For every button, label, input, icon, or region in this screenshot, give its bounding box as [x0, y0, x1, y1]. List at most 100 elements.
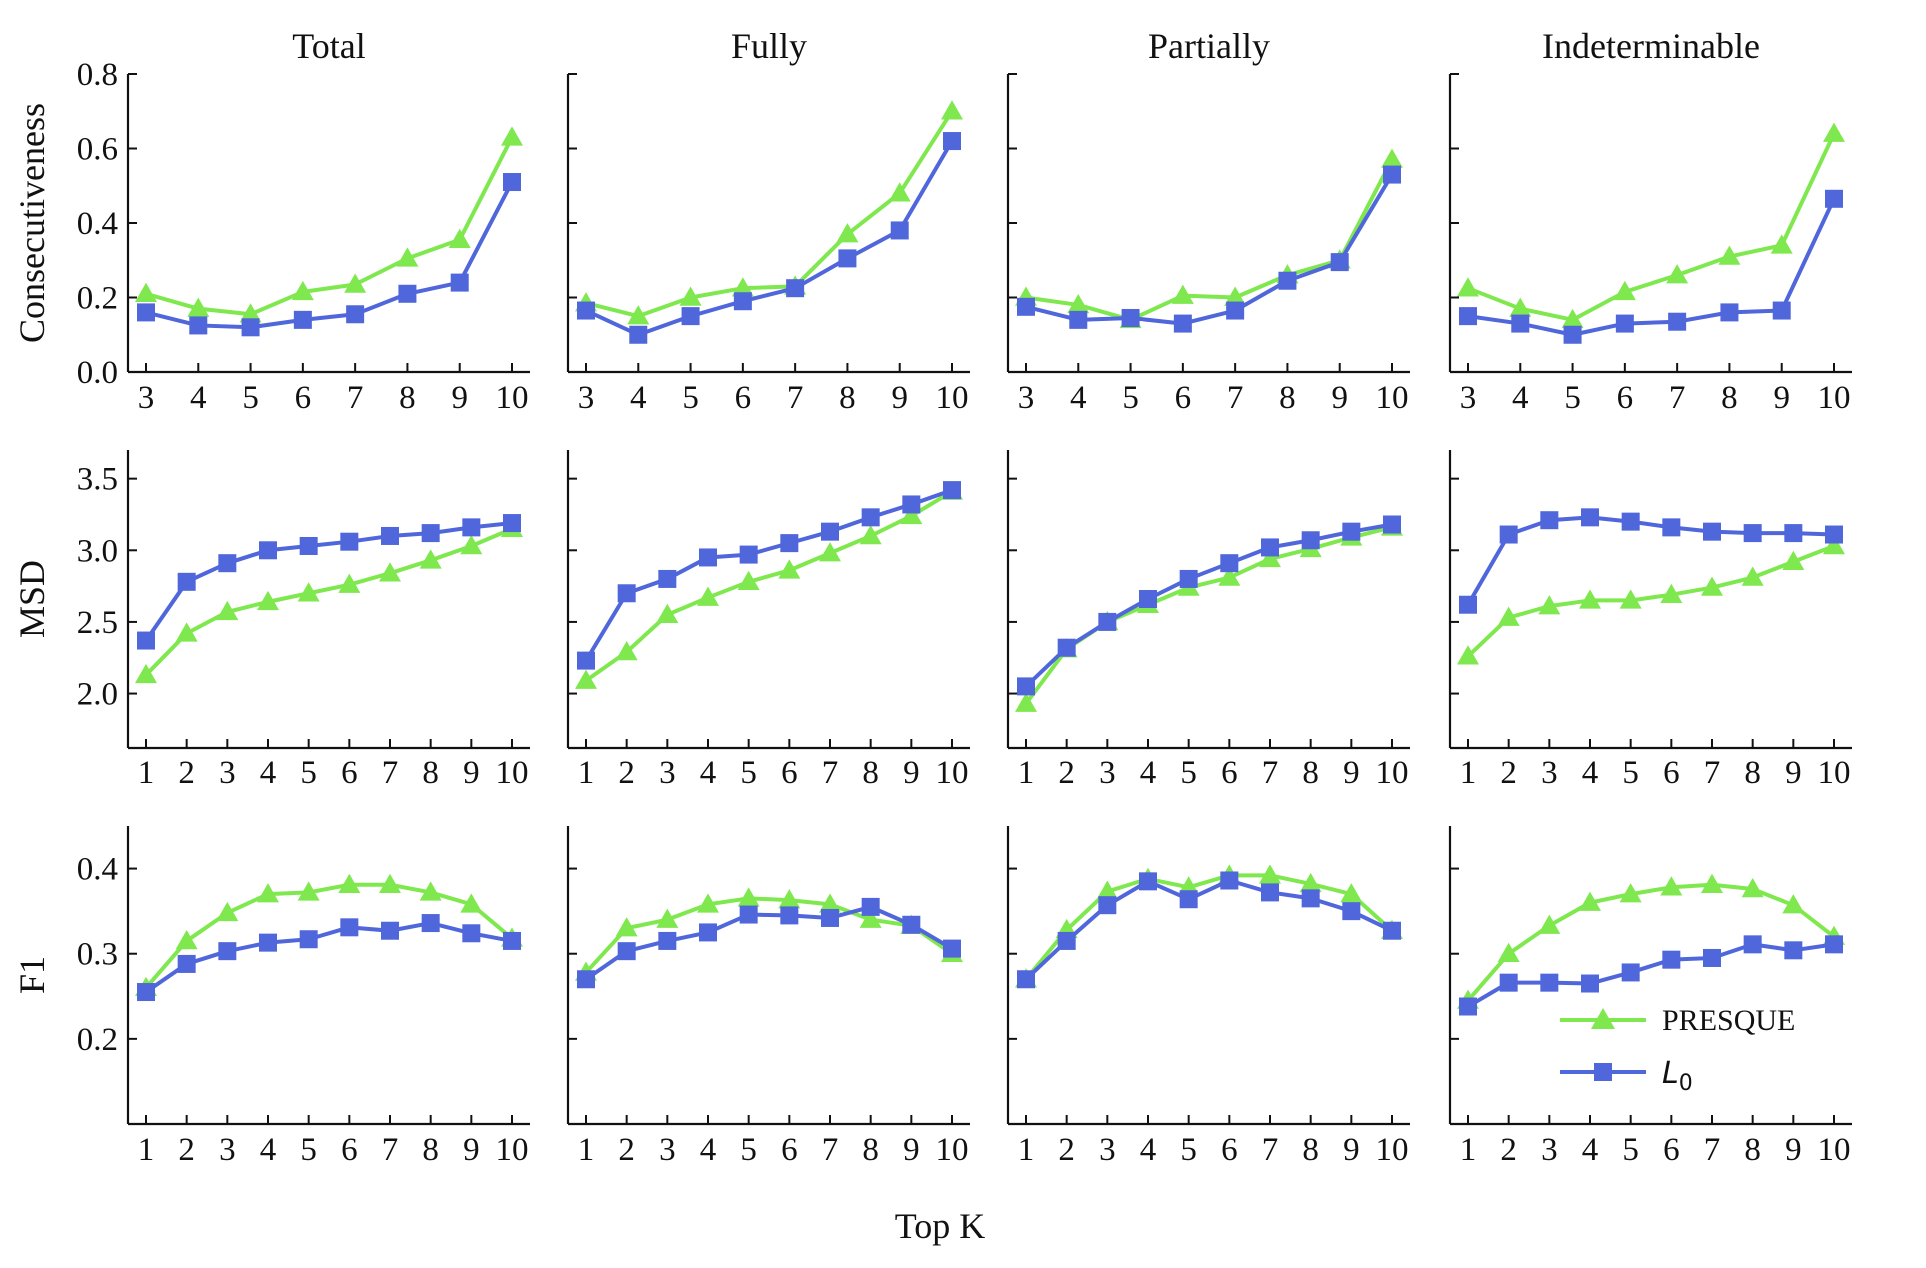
data-point-triangle: [575, 669, 597, 689]
data-point-square: [1278, 271, 1297, 290]
panel-f1-partially: 1 2 3 4 5 6 7 8 9 10: [1006, 826, 1410, 1168]
x-tick-label: 4: [630, 380, 647, 416]
x-tick-label: 9: [1773, 380, 1790, 416]
chart-panels: 0.00.20.40.60.83 4 5 6 7 8 9 10 3 4 5 6 7 8 9 10 3 4 5 6 7 8 9…: [77, 57, 1852, 1168]
data-point-square: [1621, 512, 1640, 531]
x-tick-label: 8: [1744, 1132, 1761, 1168]
data-point-square: [943, 939, 961, 958]
x-tick-label: 2: [178, 1132, 195, 1168]
data-point-triangle: [1770, 234, 1793, 254]
x-tick-label: 10: [1376, 755, 1409, 791]
x-tick-label: 5: [1622, 755, 1639, 791]
data-point-square: [1330, 253, 1349, 272]
data-point-triangle: [1579, 891, 1601, 911]
x-tick-label: 10: [496, 755, 529, 791]
data-point-square: [902, 915, 921, 934]
data-point-triangle: [1660, 876, 1683, 896]
data-point-triangle: [836, 223, 859, 243]
series-line: [144, 521, 513, 642]
data-point-triangle: [501, 126, 523, 146]
series-presque: [1015, 864, 1403, 988]
series-line: [1024, 873, 1394, 981]
data-point-triangle: [697, 586, 719, 606]
x-tick-label: 6: [1221, 1132, 1238, 1168]
data-point-square: [1017, 297, 1035, 316]
data-point-triangle: [1782, 894, 1805, 914]
data-point-triangle: [396, 247, 419, 267]
x-tick-label: 10: [936, 1132, 969, 1168]
data-point-triangle: [1538, 595, 1561, 615]
data-point-square: [902, 495, 921, 514]
x-tick-label: 7: [1262, 1132, 1279, 1168]
data-point-square: [1540, 511, 1559, 530]
x-tick-label: 8: [399, 380, 416, 416]
data-point-square: [503, 514, 521, 533]
series-line: [145, 136, 514, 317]
x-tick-label: 2: [618, 1132, 635, 1168]
series-line: [1466, 515, 1835, 606]
x-tick-label: 3: [1541, 1132, 1558, 1168]
data-point-triangle: [1823, 534, 1845, 555]
series-l0: [1459, 508, 1843, 614]
data-point-square: [259, 541, 277, 560]
data-point-triangle: [379, 562, 401, 582]
data-point-square: [617, 584, 636, 603]
data-point-triangle: [778, 559, 801, 579]
data-point-triangle: [135, 663, 157, 684]
y-tick-label: 0.0: [77, 355, 118, 391]
series-line: [1024, 878, 1393, 981]
data-point-triangle: [216, 901, 239, 922]
x-tick-label: 8: [1302, 1132, 1319, 1168]
data-point-square: [1173, 314, 1192, 333]
data-point-square: [450, 273, 469, 292]
x-tick-label: 7: [347, 380, 364, 416]
x-tick-label: 3: [1099, 1132, 1116, 1168]
x-tick-label: 5: [740, 755, 757, 791]
data-point-square: [1179, 569, 1198, 588]
data-point-triangle: [1538, 914, 1561, 934]
data-point-square: [1581, 974, 1599, 993]
data-point-triangle: [679, 286, 702, 306]
x-tick-label: 7: [787, 380, 804, 416]
x-tick-label: 1: [1018, 1132, 1035, 1168]
x-tick-label: 8: [1279, 380, 1296, 416]
x-tick-label: 5: [1564, 380, 1581, 416]
data-point-square: [1825, 525, 1843, 544]
x-tick-label: 1: [1460, 755, 1477, 791]
data-point-triangle: [1381, 148, 1403, 168]
data-point-square: [1459, 307, 1477, 326]
x-tick-label: 1: [1018, 755, 1035, 791]
series-l0: [137, 914, 521, 1002]
data-point-square: [137, 631, 155, 650]
data-point-square: [1784, 941, 1803, 960]
y-tick-label: 2.0: [77, 677, 118, 713]
data-point-square: [218, 554, 237, 573]
x-tick-label: 8: [422, 1132, 439, 1168]
data-point-square: [1581, 508, 1599, 527]
x-tick-label: 9: [463, 1132, 480, 1168]
x-tick-label: 6: [1221, 755, 1238, 791]
data-point-square: [137, 303, 155, 322]
x-tick-label: 6: [781, 1132, 798, 1168]
series-line: [585, 110, 954, 319]
y-tick-label: 0.3: [77, 937, 118, 973]
x-tick-label: 7: [1704, 755, 1721, 791]
x-tick-label: 5: [1180, 1132, 1197, 1168]
data-point-triangle: [859, 524, 882, 545]
series-line: [584, 489, 954, 683]
data-point-square: [1017, 970, 1035, 989]
data-point-square: [1703, 522, 1721, 541]
x-tick-label: 9: [463, 755, 480, 791]
x-tick-label: 6: [1663, 755, 1680, 791]
data-point-triangle: [697, 893, 719, 913]
data-point-square: [1069, 310, 1088, 329]
data-point-square: [1121, 308, 1140, 327]
data-point-triangle: [338, 873, 361, 893]
data-point-square: [1220, 871, 1239, 890]
data-point-triangle: [419, 549, 442, 569]
panel-msd-total: 2.0 2.5 3.0 3.5 1 2 3 4 5 6 7 8 9 10: [77, 450, 530, 791]
panel-msd-partially: 1 2 3 4 5 6 7 8 9 10: [1006, 450, 1410, 791]
series-l0: [137, 173, 521, 337]
data-point-square: [658, 931, 677, 950]
